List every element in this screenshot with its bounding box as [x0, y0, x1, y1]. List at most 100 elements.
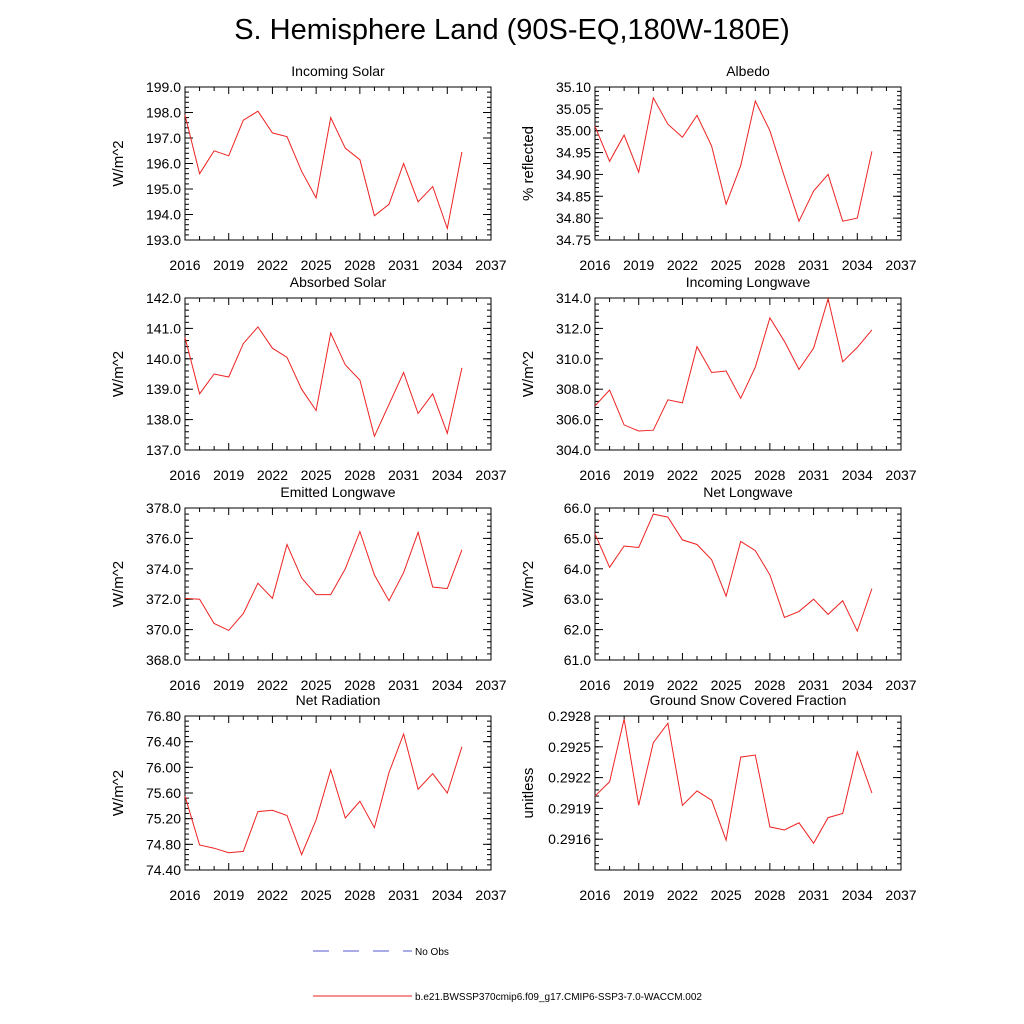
x-tick-label: 2022	[257, 467, 288, 483]
x-tick-label: 2037	[885, 887, 916, 903]
panel-title: Emitted Longwave	[280, 484, 395, 500]
y-tick-label: 66.0	[564, 500, 591, 516]
y-tick-label: 199.0	[146, 79, 181, 95]
y-tick-label: 314.0	[556, 290, 591, 306]
x-tick-label: 2031	[798, 887, 829, 903]
y-tick-label: 312.0	[556, 320, 591, 336]
y-tick-label: 195.0	[146, 181, 181, 197]
x-tick-label: 2016	[579, 677, 610, 693]
y-axis-label: W/m^2	[110, 561, 127, 607]
y-axis-label: W/m^2	[520, 351, 537, 397]
x-tick-label: 2031	[798, 677, 829, 693]
y-tick-label: 376.0	[146, 530, 181, 546]
x-tick-label: 2016	[579, 467, 610, 483]
x-tick-label: 2025	[301, 677, 332, 693]
panel-title: Net Longwave	[703, 484, 793, 500]
x-tick-label: 2019	[623, 677, 654, 693]
legend-model-label: b.e21.BWSSP370cmip6.f09_g17.CMIP6-SSP3-7…	[415, 992, 702, 1003]
x-tick-label: 2022	[257, 887, 288, 903]
x-tick-label: 2028	[754, 467, 785, 483]
x-tick-label: 2031	[388, 257, 419, 273]
y-tick-label: 306.0	[556, 412, 591, 428]
y-tick-label: 372.0	[146, 591, 181, 607]
x-tick-label: 2019	[213, 257, 244, 273]
y-tick-label: 137.0	[146, 442, 181, 458]
x-tick-label: 2031	[388, 467, 419, 483]
y-tick-label: 368.0	[146, 652, 181, 668]
figure-title: S. Hemisphere Land (90S-EQ,180W-180E)	[234, 14, 790, 46]
plot-frame	[184, 86, 492, 241]
series-line	[594, 718, 873, 845]
y-tick-label: 0.2925	[548, 739, 591, 755]
y-tick-label: 0.2919	[548, 800, 591, 816]
panels-group: 2016 2019 2022 2025 2028 2031 2034 2037 193.0 194…	[110, 63, 917, 903]
y-tick-label: 193.0	[146, 232, 181, 248]
x-tick-label: 2019	[623, 467, 654, 483]
chart-panel-2: 2016 2019 2022 2025 2028 2031 2034 2037 34.75 34.…	[520, 63, 917, 273]
panel-title: Incoming Longwave	[686, 274, 811, 290]
y-tick-label: 0.2916	[548, 831, 591, 847]
y-tick-label: 64.0	[564, 561, 591, 577]
plot-frame	[594, 507, 902, 661]
x-tick-label: 2028	[344, 257, 375, 273]
plot-frame	[594, 86, 902, 241]
y-tick-label: 141.0	[146, 320, 181, 336]
x-tick-label: 2025	[711, 887, 742, 903]
x-tick-label: 2037	[475, 467, 506, 483]
chart-panel-3: 2016 2019 2022 2025 2028 2031 2034 2037 137.0 138…	[110, 274, 507, 483]
x-tick-label: 2037	[885, 467, 916, 483]
series-line	[184, 530, 463, 632]
x-tick-label: 2016	[169, 887, 200, 903]
y-tick-label: 62.0	[564, 622, 591, 638]
chart-panel-7: 2016 2019 2022 2025 2028 2031 2034 2037 74.40 74.…	[110, 692, 507, 903]
y-tick-label: 76.80	[146, 708, 181, 724]
x-tick-label: 2034	[842, 257, 873, 273]
x-tick-label: 2016	[169, 467, 200, 483]
y-tick-label: 34.85	[556, 188, 591, 204]
y-tick-label: 34.80	[556, 210, 591, 226]
y-axis-label: % reflected	[520, 126, 537, 201]
y-tick-label: 76.40	[146, 734, 181, 750]
series-line	[594, 513, 873, 633]
panel-title: Absorbed Solar	[290, 274, 387, 290]
y-tick-label: 197.0	[146, 130, 181, 146]
y-tick-label: 34.95	[556, 145, 591, 161]
x-tick-label: 2025	[711, 677, 742, 693]
x-tick-label: 2031	[798, 257, 829, 273]
y-tick-label: 63.0	[564, 591, 591, 607]
y-axis-label: W/m^2	[520, 561, 537, 607]
x-tick-label: 2022	[667, 677, 698, 693]
chart-panel-5: 2016 2019 2022 2025 2028 2031 2034 2037 368.0 370…	[110, 484, 507, 693]
x-tick-label: 2037	[475, 887, 506, 903]
y-tick-label: 374.0	[146, 561, 181, 577]
y-tick-label: 138.0	[146, 412, 181, 428]
x-tick-label: 2016	[579, 887, 610, 903]
plot-frame	[594, 715, 902, 871]
y-tick-label: 0.2922	[548, 770, 591, 786]
y-tick-label: 140.0	[146, 351, 181, 367]
panel-title: Albedo	[726, 63, 770, 79]
x-tick-label: 2022	[257, 257, 288, 273]
legend-no-obs-label: No Obs	[415, 947, 449, 958]
x-tick-label: 2022	[257, 677, 288, 693]
y-tick-label: 75.60	[146, 785, 181, 801]
y-tick-label: 370.0	[146, 622, 181, 638]
x-tick-label: 2028	[344, 887, 375, 903]
y-tick-label: 310.0	[556, 351, 591, 367]
y-tick-label: 196.0	[146, 156, 181, 172]
x-tick-label: 2016	[579, 257, 610, 273]
y-tick-label: 34.75	[556, 232, 591, 248]
y-tick-label: 74.40	[146, 862, 181, 878]
y-tick-label: 139.0	[146, 381, 181, 397]
panel-title: Net Radiation	[296, 692, 381, 708]
x-tick-label: 2031	[388, 887, 419, 903]
x-tick-label: 2037	[885, 257, 916, 273]
x-tick-label: 2025	[711, 467, 742, 483]
series-line	[184, 326, 463, 438]
x-tick-label: 2034	[842, 677, 873, 693]
x-tick-label: 2019	[623, 257, 654, 273]
y-tick-label: 35.10	[556, 79, 591, 95]
x-tick-label: 2022	[667, 887, 698, 903]
y-tick-label: 35.05	[556, 101, 591, 117]
legend: No Obs b.e21.BWSSP370cmip6.f09_g17.CMIP6…	[313, 947, 702, 1003]
